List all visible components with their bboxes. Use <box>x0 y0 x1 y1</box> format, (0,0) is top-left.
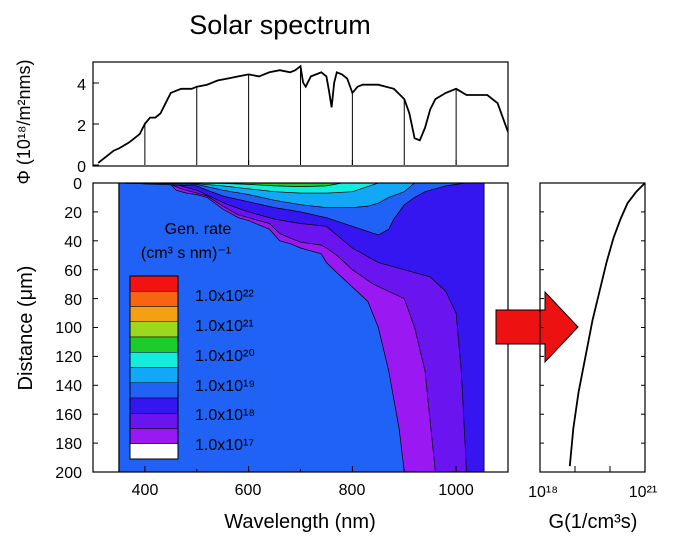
y-tick-label: 140 <box>55 378 82 395</box>
x-tick-label: 400 <box>132 482 159 499</box>
contour-x-tick-labels: 400 600 800 1000 <box>132 482 474 499</box>
legend-swatch <box>130 398 178 413</box>
legend-title: Gen. rate <box>165 221 232 238</box>
legend-label: 1.0x10¹⁷ <box>195 437 254 454</box>
y-tick-label: 60 <box>64 263 82 280</box>
legend-label: 1.0x10²⁰ <box>195 348 255 365</box>
legend-swatch <box>130 368 178 383</box>
generation-line <box>570 183 645 466</box>
y-tick-label: 100 <box>55 320 82 337</box>
y-tick-label: 80 <box>64 292 82 309</box>
spectrum-y-axis: 4 2 0 <box>77 77 99 176</box>
generation-x-tick-label: 10²¹ <box>629 484 657 501</box>
spectrum-panel: 4 2 0 Φ (10¹⁸/m²nms) <box>14 60 508 185</box>
legend-label: 1.0x10²² <box>195 288 254 305</box>
legend-swatch <box>130 291 178 306</box>
generation-x-tick-label: 10¹⁸ <box>528 484 558 501</box>
generation-x-axis-label: G(1/cm³s) <box>549 511 638 533</box>
legend-swatch <box>130 337 178 352</box>
chart-title: Solar spectrum <box>189 10 371 40</box>
x-axis-label: Wavelength (nm) <box>224 511 376 533</box>
y-tick-label: 200 <box>55 465 82 482</box>
y-axis-label: Distance (μm) <box>15 266 37 391</box>
y-tick-label: 20 <box>64 205 82 222</box>
x-tick-label: 600 <box>235 482 262 499</box>
legend-swatch <box>130 383 178 398</box>
legend-swatch <box>130 444 178 459</box>
legend-swatch <box>130 352 178 367</box>
contour-y-tick-labels: 0 20 40 60 80 100 120 140 160 180 200 <box>55 176 82 482</box>
y-tick-label: 120 <box>55 349 82 366</box>
legend-swatch <box>130 413 178 428</box>
x-tick-label: 800 <box>339 482 366 499</box>
spectrum-y-tick-label: 4 <box>77 77 86 94</box>
spectrum-y-tick-label: 2 <box>77 118 86 135</box>
spectrum-line <box>98 66 508 163</box>
legend-swatch <box>130 276 178 291</box>
figure: Solar spectrum 4 2 0 Φ (10¹⁸/m²nms) 400 … <box>0 0 677 542</box>
y-tick-label: 180 <box>55 436 82 453</box>
x-tick-label: 1000 <box>438 482 474 499</box>
legend-swatch <box>130 307 178 322</box>
legend-label: 1.0x10²¹ <box>195 318 254 335</box>
legend-title-units: (cm³ s nm)⁻¹ <box>141 245 231 262</box>
y-tick-label: 0 <box>73 176 82 193</box>
legend-swatch <box>130 322 178 337</box>
legend-label: 1.0x10¹⁸ <box>195 407 255 424</box>
legend-swatches <box>130 276 178 459</box>
y-tick-label: 40 <box>64 234 82 251</box>
spectrum-y-axis-label: Φ (10¹⁸/m²nms) <box>14 60 34 185</box>
contour-panel: 400 600 800 1000 0 20 40 60 80 100 120 1… <box>15 176 508 533</box>
y-tick-label: 160 <box>55 407 82 424</box>
legend-label: 1.0x10¹⁹ <box>195 378 255 395</box>
legend-swatch <box>130 429 178 444</box>
spectrum-y-tick-label: 0 <box>77 159 86 176</box>
